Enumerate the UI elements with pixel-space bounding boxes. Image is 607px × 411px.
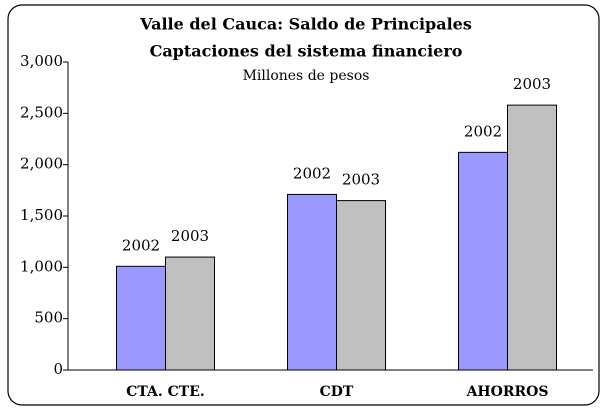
- data-label: 2002: [464, 122, 502, 140]
- bar: [287, 193, 337, 371]
- data-label: 2003: [171, 227, 209, 245]
- chart-title: Valle del Cauca: Saldo de Principales: [139, 15, 472, 34]
- bar: [507, 104, 557, 371]
- bar: [165, 256, 215, 371]
- y-tick-label: 2,500: [20, 103, 63, 121]
- y-tick-label: 2,000: [20, 155, 63, 173]
- data-label: 2002: [122, 236, 160, 254]
- y-tick-label: 3,000: [20, 52, 63, 70]
- chart-subtitle: Millones de pesos: [243, 68, 370, 84]
- y-tick-label: 500: [34, 309, 63, 327]
- data-label: 2003: [513, 75, 551, 93]
- y-tick-label: 0: [53, 360, 63, 378]
- bar: [336, 200, 386, 371]
- y-tick-label: 1,500: [20, 206, 63, 224]
- data-label: 2003: [342, 171, 380, 189]
- y-tick-label: 1,000: [20, 257, 63, 275]
- bar: [458, 151, 508, 371]
- bar: [116, 265, 166, 371]
- x-tick-label: CTA. CTE.: [126, 384, 205, 400]
- data-label: 2002: [293, 164, 331, 182]
- x-tick-label: AHORROS: [466, 384, 549, 400]
- chart-title: Captaciones del sistema financiero: [150, 42, 463, 61]
- x-tick-label: CDT: [320, 384, 354, 400]
